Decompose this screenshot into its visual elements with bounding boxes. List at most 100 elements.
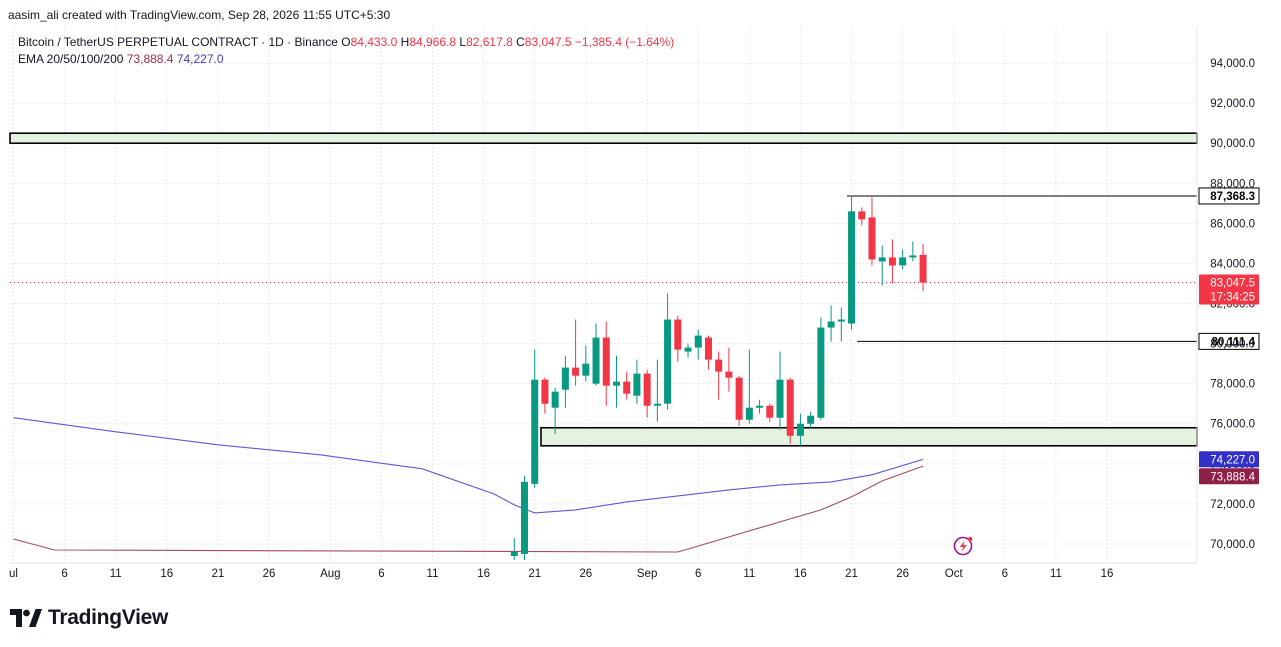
candle-body	[848, 211, 856, 324]
candle-body	[919, 254, 927, 283]
candle-body	[572, 367, 580, 376]
high-label: H	[400, 35, 410, 49]
candle-body	[756, 405, 764, 408]
y-tick-label: 86,000.0	[1210, 218, 1255, 230]
candle-body	[888, 257, 896, 266]
candle-body	[510, 551, 518, 556]
level-label-box	[1198, 187, 1260, 205]
candlesticks	[510, 195, 927, 560]
x-tick-label: 26	[579, 568, 592, 580]
candle-body	[807, 415, 815, 424]
x-tick-label: 6	[378, 568, 384, 580]
ema-value-2: 74,227.0	[176, 52, 224, 66]
candle-body	[684, 347, 692, 352]
y-tick-label: 84,000.0	[1210, 258, 1255, 270]
price-axis: 94,000.0 92,000.0 90,000.0 88,000.0 86,000.0…	[1196, 27, 1255, 563]
candle-body	[817, 327, 825, 418]
candle-body	[715, 359, 723, 372]
candle-body	[725, 371, 733, 378]
low-label: L	[459, 35, 467, 49]
candle-body	[735, 377, 743, 420]
x-tick-label: 16	[794, 568, 807, 580]
ema-line	[13, 417, 924, 514]
tradingview-logo-text: TradingView	[48, 606, 169, 629]
open-value: 84,433.0	[350, 35, 398, 49]
horizontal-levels: 87,368.3 80,111.4	[10, 187, 1260, 350]
candle-body	[602, 337, 610, 386]
bolt-icon[interactable]	[953, 536, 973, 556]
candle-body	[592, 337, 600, 384]
candle-body	[858, 211, 866, 220]
y-tick-label: 94,000.0	[1210, 58, 1255, 70]
x-tick-label: 6	[1002, 568, 1008, 580]
open-label: O	[341, 35, 351, 49]
low-value: 82,617.8	[466, 35, 513, 49]
y-tick-label: 76,000.0	[1210, 419, 1255, 431]
symbol-legend: Bitcoin / TetherUS PERPETUAL CONTRACT · …	[18, 35, 674, 49]
y-tick-label: 90,000.0	[1210, 138, 1255, 150]
y-tick-label: 70,000.0	[1210, 539, 1255, 551]
x-tick-label: 11	[110, 568, 122, 580]
ema-legend: EMA 20/50/100/200 73,888.4 74,227.0	[18, 52, 224, 66]
candle-body	[776, 379, 784, 418]
x-tick-label: Aug	[320, 568, 340, 580]
candle-body	[582, 363, 590, 376]
countdown-label: 17:34:25	[1210, 292, 1255, 304]
close-label: C	[516, 35, 525, 49]
x-tick-label: 21	[528, 568, 541, 580]
candle-body	[878, 257, 886, 262]
candle-body	[612, 381, 620, 386]
x-tick-label: 11	[1050, 568, 1062, 580]
candle-body	[899, 257, 907, 266]
candle-body	[521, 481, 528, 554]
time-axis: ul 6 11 16 21 26 Aug 6 11 16 21 26 Sep 6 11 16 21 26 Oct 6 1…	[9, 562, 1197, 580]
chart-grid	[10, 27, 1197, 564]
candle-body	[827, 321, 835, 328]
price-tags: 83,047.5 17:34:25 74,227.0 73,888.4	[1199, 274, 1259, 485]
x-tick-label: 16	[477, 568, 490, 580]
candle-body	[745, 407, 753, 420]
x-tick-label: 11	[743, 568, 755, 580]
x-tick-label: 6	[695, 568, 701, 580]
candle-body	[653, 403, 661, 406]
change-value: −1,385.4 (−1.64%)	[574, 35, 675, 49]
candle-body	[643, 373, 651, 406]
candle-body	[868, 217, 876, 260]
zone-box	[540, 426, 1198, 447]
candle-body	[633, 373, 641, 396]
high-value: 84,966.8	[409, 35, 457, 49]
candle-body	[909, 255, 917, 258]
price-tag-box	[1199, 468, 1259, 485]
candle-body	[531, 379, 539, 484]
y-tick-label: 80,000.0	[1210, 339, 1255, 351]
x-tick-label: 11	[427, 568, 439, 580]
candle-body	[796, 423, 804, 436]
candle-body	[704, 337, 712, 360]
price-tag-label: 73,888.4	[1210, 471, 1255, 483]
x-tick-label: 6	[61, 568, 67, 580]
y-tick-label: 88,000.0	[1210, 178, 1255, 190]
candle-body	[541, 379, 549, 404]
x-tick-label: Sep	[637, 568, 657, 580]
x-tick-label: 16	[1101, 568, 1114, 580]
ema-label: EMA 20/50/100/200	[18, 52, 124, 66]
y-tick-label: 78,000.0	[1210, 379, 1255, 391]
chart-attribution: aasim_ali created with TradingView.com, …	[8, 8, 391, 22]
x-tick-label: 21	[845, 568, 858, 580]
x-tick-label: Oct	[945, 568, 964, 580]
tradingview-logo-icon	[10, 609, 42, 627]
tradingview-logo[interactable]: TradingView	[10, 604, 168, 632]
close-value: 83,047.5	[524, 35, 572, 49]
x-tick-label: 26	[896, 568, 909, 580]
support-resistance-zones	[9, 132, 1198, 447]
candle-body	[786, 379, 794, 436]
price-tag-label: 74,227.0	[1210, 454, 1255, 466]
level-label: 87,368.3	[1210, 191, 1255, 203]
ema-value-1: 73,888.4	[126, 52, 174, 66]
ema-line	[13, 465, 924, 553]
candle-body	[664, 319, 672, 404]
x-tick-label: 16	[160, 568, 173, 580]
zone-box	[9, 132, 1198, 145]
x-tick-label: 21	[212, 568, 225, 580]
